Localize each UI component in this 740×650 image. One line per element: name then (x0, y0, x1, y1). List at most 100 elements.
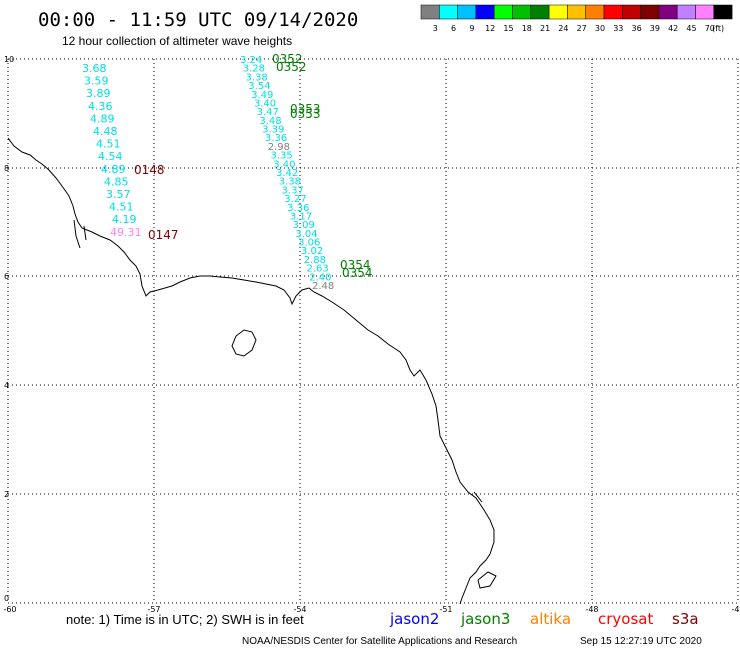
axis-tick-labels: -60 -57 -54 -51 -48 -45 10 8 6 4 2 0 (3, 55, 740, 614)
page-subtitle: 12 hour collection of altimeter wave hei… (62, 34, 292, 48)
wave-height-value: 4.19 (112, 213, 137, 226)
lat-lon-grid (7, 58, 739, 604)
latitude-tick-label: 2 (4, 490, 9, 499)
pass-label: 0354 (340, 258, 371, 272)
color-scale-swatch (439, 4, 458, 20)
satellite-legend-entry: cryosat (598, 610, 653, 628)
wave-height-value: 4.51 (96, 138, 121, 151)
footer-note: note: 1) Time is in UTC; 2) SWH is in fe… (66, 612, 304, 627)
color-scale-swatch (457, 4, 477, 20)
pass-label: 0352 (276, 60, 307, 74)
color-scale-swatch (622, 4, 641, 20)
wave-height-value: 3.06 (298, 238, 320, 249)
wave-height-value: 3.40 (273, 159, 295, 170)
wave-height-tracks: 3.683.593.894.364.894.484.514.544.894.85… (82, 52, 373, 292)
longitude-tick-label: -51 (439, 605, 452, 614)
coast-detail (73, 219, 497, 589)
wave-height-value: 3.04 (295, 229, 317, 240)
wave-height-value: 3.24 (240, 55, 262, 66)
longitude-tick-label: -57 (147, 605, 160, 614)
pass-label: 0147 (148, 228, 179, 242)
satellite-legend-entry: jason2 (389, 610, 439, 628)
color-scale-label: 21 (540, 24, 550, 33)
color-scale-swatch (493, 4, 513, 20)
latitude-tick-label: 8 (4, 164, 9, 173)
wave-height-value: 2.40 (309, 272, 331, 283)
color-scale-swatch (676, 4, 696, 20)
longitude-tick-label: -45 (731, 605, 740, 614)
color-scale-swatch (585, 4, 605, 20)
page-title: 00:00 - 11:59 UTC 09/14/2020 (38, 9, 358, 31)
wave-height-value: 4.54 (98, 150, 123, 163)
wave-height-value: 4.89 (101, 163, 126, 176)
color-scale-swatch (530, 4, 550, 20)
wave-height-value: 3.37 (282, 185, 304, 196)
color-scale-label: 30 (595, 24, 605, 33)
island (231, 329, 257, 357)
latitude-tick-label: 6 (4, 272, 9, 281)
wave-height-value: 3.36 (265, 133, 287, 144)
color-scale-label: 36 (632, 24, 642, 33)
color-scale-swatch (548, 4, 568, 20)
color-scale-swatch (640, 4, 660, 20)
wave-height-value: 3.89 (86, 87, 111, 100)
color-scale-label: 27 (577, 24, 587, 33)
footer-timestamp: Sep 15 12:27:19 UTC 2020 (580, 636, 702, 647)
color-scale-label: 42 (668, 24, 678, 33)
wave-height-value: 2.48 (312, 281, 334, 292)
color-scale-label: 70 (705, 24, 715, 33)
wave-height-value: 3.59 (84, 75, 109, 88)
wave-height-value: 3.38 (246, 72, 268, 83)
pass-label: 0353 (290, 107, 321, 121)
color-scale-label: 33 (613, 24, 623, 33)
color-scale-swatch (713, 4, 733, 20)
wave-height-value: 3.57 (106, 188, 131, 201)
wave-height-value: 3.39 (262, 125, 284, 136)
coastline (7, 137, 495, 605)
color-scale-swatch (695, 4, 715, 20)
color-scale-label: 18 (522, 24, 532, 33)
wave-height-value: 3.49 (251, 90, 273, 101)
wave-height-value: 3.02 (301, 246, 323, 257)
color-scale-label: 24 (558, 24, 568, 33)
wave-height-value: 2.88 (304, 255, 326, 266)
footer-credit: NOAA/NESDIS Center for Satellite Applica… (242, 636, 517, 647)
wave-height-value: 2.63 (306, 264, 328, 275)
wave-height-value: 3.35 (270, 151, 292, 162)
latitude-tick-label: 4 (4, 381, 9, 390)
pass-label: 0352 (272, 52, 303, 66)
pass-label: 0354 (342, 266, 373, 280)
color-scale-label: 3 (433, 24, 438, 33)
wave-height-value: 3.28 (243, 64, 265, 75)
wave-height-value: 3.54 (248, 81, 270, 92)
wave-height-value: 4.89 (90, 112, 115, 125)
color-scale-swatch (658, 4, 678, 20)
wave-height-value: 3.68 (82, 62, 107, 75)
color-scale-swatch (567, 4, 586, 20)
color-scale-label: 9 (469, 24, 474, 33)
wave-height-value: 3.09 (293, 220, 315, 231)
color-scale-label: 39 (650, 24, 660, 33)
color-scale-label: 15 (503, 24, 513, 33)
satellite-legend-entry: jason3 (460, 610, 510, 628)
color-scale-legend: 3 6 9 12 15 18 21 24 27 30 33 36 39 42 45 70(ft) (420, 4, 733, 33)
wave-height-value: 3.27 (284, 194, 306, 205)
satellite-legend: jason2 jason3 altika cryosat s3a (389, 610, 699, 628)
wave-height-value: 4.85 (104, 175, 129, 188)
longitude-tick-label: -60 (3, 605, 16, 614)
satellite-legend-entry: s3a (672, 610, 699, 628)
color-scale-label: 45 (686, 24, 696, 33)
color-scale-label: 6 (451, 24, 456, 33)
longitude-tick-label: -48 (585, 605, 598, 614)
pass-label: 0353 (290, 102, 321, 116)
wave-height-value: 3.48 (259, 116, 281, 127)
wave-height-value: 3.38 (279, 177, 301, 188)
wave-height-value: 3.36 (287, 203, 309, 214)
wave-height-value: 4.51 (109, 201, 134, 214)
satellite-legend-entry: altika (530, 610, 571, 628)
wave-height-value: 4.48 (93, 125, 118, 138)
color-scale-swatch (475, 4, 495, 20)
color-scale-label: 12 (485, 24, 495, 33)
